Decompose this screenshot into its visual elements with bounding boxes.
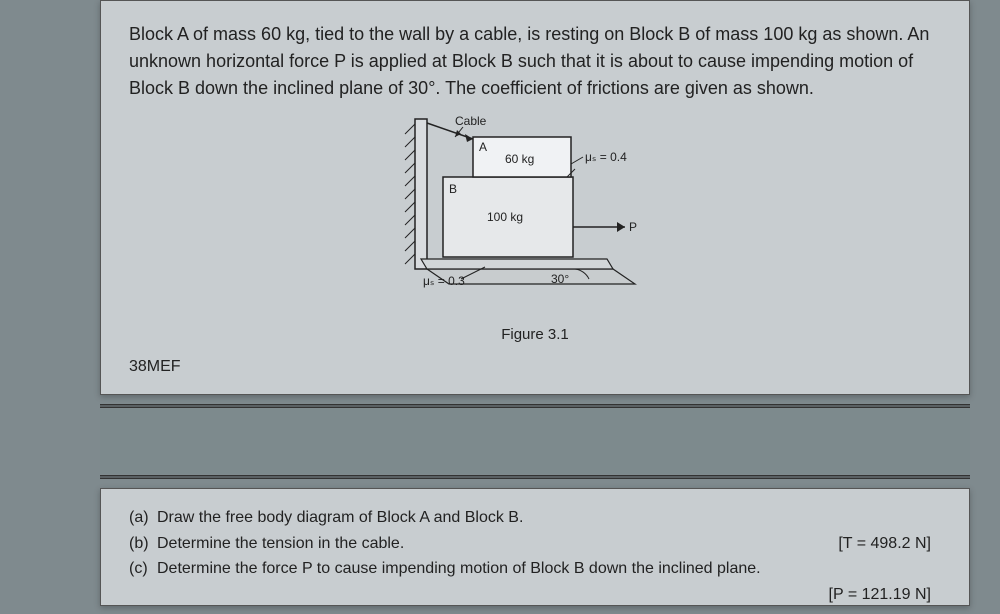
question-letter: (a) <box>129 505 157 531</box>
cable-label: Cable <box>455 114 487 128</box>
question-text: Determine the tension in the cable. <box>157 531 404 557</box>
wall-hatch <box>405 124 415 264</box>
question-answer: [T = 498.2 N] <box>838 531 931 557</box>
question-text: Draw the free body diagram of Block A an… <box>157 505 523 531</box>
figure-wrap: Cable A 60 kg B 100 kg P 30° μₛ = 0.4 μₛ… <box>375 109 695 349</box>
block-b-mass: 100 kg <box>487 210 523 224</box>
problem-code: 38MEF <box>129 358 181 376</box>
angle-label: 30° <box>551 272 569 286</box>
problem-line: unknown horizontal force P is applied at… <box>129 48 941 75</box>
figure-caption: Figure 3.1 <box>375 326 695 343</box>
questions-list: (a) Draw the free body diagram of Block … <box>129 505 941 582</box>
wall <box>415 119 427 269</box>
question-letter: (c) <box>129 556 157 582</box>
question-answer: [P = 121.19 N] <box>829 582 931 608</box>
block-b-label: B <box>449 182 457 196</box>
divider-bottom <box>100 475 970 479</box>
force-p-label: P <box>629 220 637 234</box>
mid-gap <box>100 409 970 474</box>
mu-top-pointer <box>571 157 583 164</box>
question-b: (b) Determine the tension in the cable. … <box>129 531 941 557</box>
divider-top <box>100 404 970 408</box>
questions-panel: (a) Draw the free body diagram of Block … <box>100 488 970 606</box>
ramp-upper <box>421 259 613 269</box>
question-letter: (b) <box>129 531 157 557</box>
force-p-arrowhead <box>617 222 625 232</box>
block-a-label: A <box>479 140 487 154</box>
figure-svg: Cable A 60 kg B 100 kg P 30° μₛ = 0.4 μₛ… <box>375 109 695 349</box>
question-text: Determine the force P to cause impending… <box>157 556 761 582</box>
question-a: (a) Draw the free body diagram of Block … <box>129 505 941 531</box>
block-a-mass: 60 kg <box>505 152 534 166</box>
question-c: (c) Determine the force P to cause impen… <box>129 556 941 582</box>
mu-top-label: μₛ = 0.4 <box>585 150 627 164</box>
problem-line: Block A of mass 60 kg, tied to the wall … <box>129 21 941 48</box>
problem-statement: Block A of mass 60 kg, tied to the wall … <box>129 21 941 102</box>
problem-line: Block B down the inclined plane of 30°. … <box>129 75 941 102</box>
mu-bottom-label: μₛ = 0.3 <box>423 274 465 288</box>
problem-panel: Block A of mass 60 kg, tied to the wall … <box>100 0 970 395</box>
